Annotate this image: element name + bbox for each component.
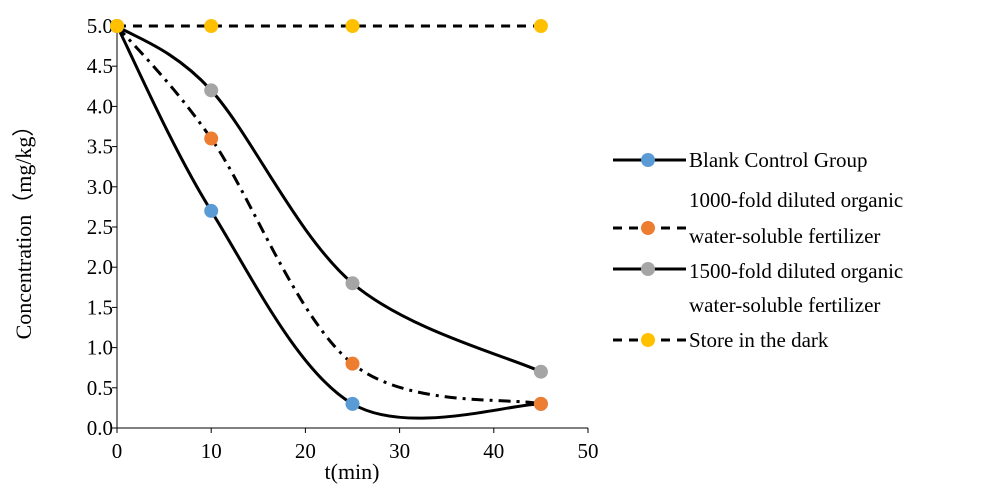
- series-3-point: [204, 83, 219, 98]
- series-2-point: [533, 396, 548, 411]
- series-4-point: [110, 19, 124, 33]
- series-lines: [115, 24, 542, 420]
- x-tick-label: 30: [389, 439, 410, 463]
- series-1-line: [115, 25, 541, 420]
- x-tick-label: 0: [112, 439, 123, 463]
- series-4-point: [204, 19, 219, 33]
- y-tick-label: 2.0: [87, 255, 113, 279]
- x-tick-label: 20: [295, 439, 316, 463]
- legend-marker-1: [641, 153, 655, 167]
- x-tick-label: 40: [483, 439, 504, 463]
- series-3-line: [116, 24, 542, 374]
- legend-label-3: 1500-fold diluted organic: [689, 259, 903, 283]
- series-2-point: [204, 131, 219, 146]
- y-tick-label: 4.0: [87, 94, 113, 118]
- y-tick-label: 2.5: [87, 215, 113, 239]
- legend-marker-2: [641, 221, 655, 235]
- x-tick-label: 50: [578, 439, 599, 463]
- x-axis-label: t(min): [325, 459, 380, 484]
- x-tick-label: 10: [201, 439, 222, 463]
- legend-label-4: Store in the dark: [689, 328, 829, 352]
- y-tick-label: 4.5: [87, 54, 113, 78]
- y-tick-label: 1.0: [87, 336, 113, 360]
- y-tick-label: 3.0: [87, 175, 113, 199]
- legend-label-1: Blank Control Group: [689, 148, 868, 172]
- series-1-point: [204, 203, 219, 218]
- legend: Blank Control Group 1000-fold diluted org…: [613, 148, 903, 352]
- series-points: [110, 19, 548, 411]
- y-tick-label: 1.5: [87, 295, 113, 319]
- y-tick-label: 0.0: [87, 416, 113, 440]
- y-tick-label: 0.5: [87, 376, 113, 400]
- axes: 0.0 0.5 1.0 1.5 2.0 2.5 3.0 3.5 4.0 4.5 5.0 0 10 20 30…: [87, 14, 599, 463]
- series-3-point: [533, 364, 548, 379]
- y-tick-label: 3.5: [87, 135, 113, 159]
- y-tick-label: 5.0: [87, 14, 113, 38]
- series-1-point: [345, 396, 360, 411]
- legend-marker-4: [641, 333, 655, 347]
- legend-label-2: 1000-fold diluted organic: [689, 188, 903, 212]
- series-3-point: [345, 276, 360, 291]
- legend-label-2: water-soluble fertilizer: [689, 224, 880, 248]
- series-2-line: [115, 25, 542, 406]
- series-4-point: [533, 19, 548, 33]
- legend-marker-3: [641, 262, 655, 276]
- series-4-point: [345, 19, 360, 33]
- series-2-point: [345, 356, 360, 371]
- y-axis-label: Concentration（mg/kg）: [11, 115, 36, 340]
- legend-label-3: water-soluble fertilizer: [689, 293, 880, 317]
